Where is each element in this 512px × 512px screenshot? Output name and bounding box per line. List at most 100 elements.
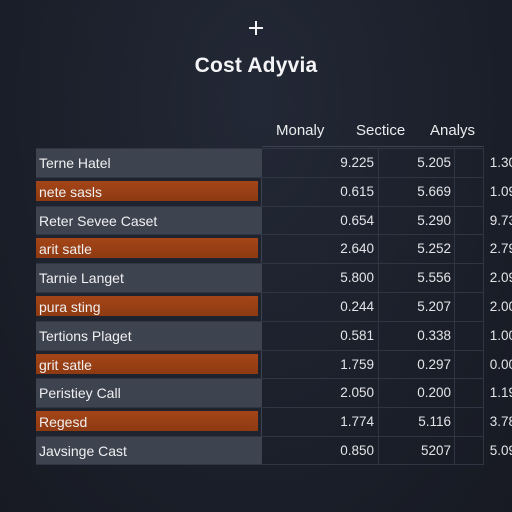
table-cell-sectice: 5207 <box>420 442 451 458</box>
row-label-cell: Regesd <box>36 408 262 436</box>
column-divider <box>454 350 455 379</box>
column-header-analys[interactable]: Analys <box>430 122 476 139</box>
column-divider <box>454 264 455 292</box>
column-divider <box>378 408 379 436</box>
table-cell-sectice: 5.207 <box>417 298 451 314</box>
column-divider <box>378 436 379 464</box>
row-label-cell: pura sting <box>36 292 262 321</box>
row-label: Tertions Plaget <box>39 327 132 344</box>
table-cell-monaly: 0.244 <box>340 298 374 314</box>
row-label: nete sasls <box>39 183 103 200</box>
row-label-cell: grit satle <box>36 350 262 379</box>
table-cell-monaly: 0.581 <box>340 327 374 343</box>
column-divider <box>378 235 379 264</box>
column-divider <box>378 206 379 235</box>
table-cell-analys: 2.00 <box>489 298 512 314</box>
table-cell-analys: 9.73 <box>489 212 512 228</box>
table-cell-sectice: 0.200 <box>417 385 451 401</box>
row-label: Terne Hatel <box>39 155 111 171</box>
table-cell-sectice: 0.338 <box>417 327 451 343</box>
table-cell-monaly: 9.225 <box>340 155 374 170</box>
table-cell-sectice: 5.290 <box>417 212 451 228</box>
table-cell-monaly: 2.640 <box>340 241 374 257</box>
column-divider <box>483 149 484 177</box>
row-label: Reter Sevee Caset <box>39 212 158 229</box>
column-divider <box>483 436 484 464</box>
row-label: Peristiey Call <box>39 385 121 402</box>
row-label-cell: arit satle <box>36 235 262 264</box>
table-cell-analys: 5.09 <box>489 442 512 458</box>
row-label: Tarnie Langet <box>39 270 124 287</box>
row-label-cell: nete sasls <box>36 177 262 206</box>
table-row[interactable]: Reter Sevee Caset 0.654 5.290 9.73 <box>36 205 512 235</box>
table-row[interactable]: arit satle 2.640 5.252 2.79 <box>36 234 512 264</box>
highlight-bar <box>36 411 258 432</box>
column-divider <box>483 177 484 206</box>
column-divider <box>378 350 379 379</box>
column-divider <box>483 321 484 350</box>
table-cell-monaly: 1.759 <box>340 356 374 372</box>
column-divider <box>454 379 455 408</box>
column-divider <box>378 292 379 321</box>
table-row[interactable]: Javsinge Cast 0.850 5207 5.09 <box>36 435 512 465</box>
row-label-cell: Peristiey Call <box>36 379 262 408</box>
table-row[interactable]: pura sting 0.244 5.207 2.00 <box>36 291 512 321</box>
cost-table: Terne Hatel 9.225 5.205 1.30 nete sasls 0.615… <box>36 148 512 465</box>
table-cell-analys: 3.78 <box>489 414 512 430</box>
column-divider <box>378 177 379 206</box>
table-cell-analys: 1.19 <box>489 385 512 401</box>
row-label-cell: Reter Sevee Caset <box>36 206 262 235</box>
plus-icon[interactable] <box>246 18 266 38</box>
column-divider <box>378 264 379 292</box>
table-row[interactable]: grit satle 1.759 0.297 0.00 <box>36 349 512 379</box>
table-row[interactable]: Terne Hatel 9.225 5.205 1.30 <box>36 148 512 177</box>
table-cell-analys: 1.30 <box>489 155 512 170</box>
row-label-cell: Javsinge Cast <box>36 436 262 464</box>
table-row[interactable]: Tarnie Langet 5.800 5.556 2.09 <box>36 263 512 292</box>
column-header-monaly[interactable]: Monaly <box>276 122 325 139</box>
column-divider <box>454 235 455 264</box>
table-cell-sectice: 5.669 <box>417 183 451 199</box>
row-label: grit satle <box>39 356 92 373</box>
row-label: Regesd <box>39 414 88 431</box>
row-label-cell: Terne Hatel <box>36 149 262 177</box>
table-cell-analys: 0.00 <box>489 356 512 372</box>
column-divider <box>483 292 484 321</box>
page-title: Cost Adyvia <box>194 54 318 77</box>
column-divider <box>454 177 455 206</box>
table-cell-sectice: 5.205 <box>417 155 451 170</box>
table-row[interactable]: Tertions Plaget 0.581 0.338 1.00 <box>36 320 512 350</box>
column-header-sectice[interactable]: Sectice <box>356 122 406 139</box>
header-divider <box>262 146 484 147</box>
column-divider <box>483 235 484 264</box>
table-cell-analys: 1.09 <box>489 183 512 199</box>
table-cell-analys: 1.00 <box>489 327 512 343</box>
column-divider <box>454 292 455 321</box>
table-row[interactable]: nete sasls 0.615 5.669 1.09 <box>36 176 512 206</box>
row-label: Javsinge Cast <box>39 442 127 459</box>
table-cell-analys: 2.79 <box>489 241 512 257</box>
table-cell-monaly: 5.800 <box>340 270 374 286</box>
column-divider <box>454 408 455 436</box>
column-divider <box>454 149 455 177</box>
column-divider <box>483 379 484 408</box>
table-cell-sectice: 5.556 <box>417 270 451 286</box>
row-label-cell: Tarnie Langet <box>36 264 262 292</box>
table-row[interactable]: Regesd 1.774 5.116 3.78 <box>36 407 512 436</box>
column-divider <box>378 321 379 350</box>
table-cell-monaly: 1.774 <box>340 414 374 430</box>
table-cell-sectice: 5.252 <box>417 241 451 257</box>
column-divider <box>454 206 455 235</box>
column-divider <box>483 350 484 379</box>
column-divider <box>454 321 455 350</box>
table-cell-monaly: 0.654 <box>340 212 374 228</box>
highlight-bar <box>36 180 258 201</box>
column-divider <box>454 436 455 464</box>
column-divider <box>378 149 379 177</box>
highlight-bar <box>36 353 258 374</box>
column-divider <box>483 206 484 235</box>
table-cell-analys: 2.09 <box>489 270 512 286</box>
table-row[interactable]: Peristiey Call 2.050 0.200 1.19 <box>36 378 512 408</box>
table-cell-sectice: 0.297 <box>417 356 451 372</box>
